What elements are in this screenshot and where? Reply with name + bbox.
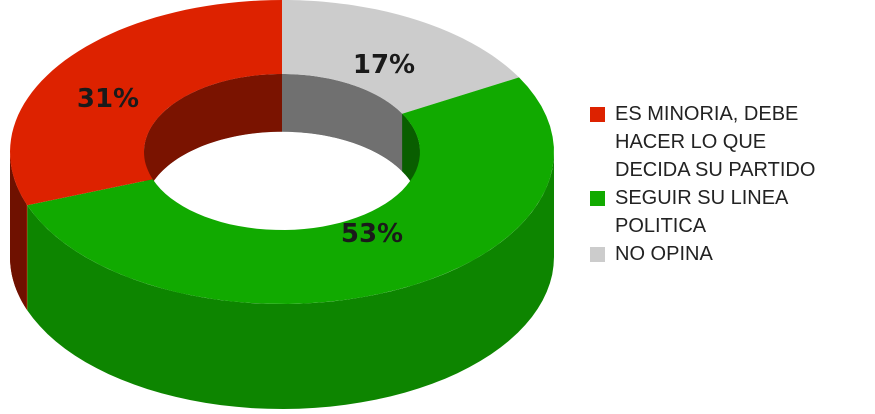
data-label: 17%	[353, 50, 415, 80]
legend-label-line: POLITICA	[615, 215, 707, 237]
legend-swatch	[590, 247, 605, 262]
donut-slice	[282, 0, 519, 114]
donut-inner-wall	[282, 74, 403, 172]
donut-outer-wall	[27, 152, 554, 409]
legend: ES MINORIA, DEBE HACER LO QUE DECIDA SU PA…	[590, 100, 875, 268]
legend-label-line: DECIDA SU PARTIDO	[615, 159, 816, 181]
donut-slice	[10, 0, 282, 206]
legend-item: ES MINORIA, DEBE HACER LO QUE DECIDA SU PA…	[590, 100, 875, 184]
legend-label-line: NO OPINA	[615, 243, 713, 265]
legend-item: NO OPINA	[590, 240, 875, 268]
donut-outer-wall-shadow	[10, 152, 27, 309]
data-label: 53%	[341, 219, 403, 249]
legend-label-line: HACER LO QUE	[615, 131, 767, 153]
legend-swatch	[590, 107, 605, 122]
legend-swatch	[590, 191, 605, 206]
legend-label-line: SEGUIR SU LINEA	[615, 187, 789, 209]
donut-slice	[27, 77, 554, 305]
data-label: 31%	[77, 84, 139, 114]
donut-chart: 17% 53% 31%	[10, 0, 554, 409]
legend-item: SEGUIR SU LINEA POLITICA	[590, 184, 875, 240]
donut-inner-wall	[144, 74, 282, 210]
legend-label-line: ES MINORIA, DEBE	[615, 103, 799, 125]
